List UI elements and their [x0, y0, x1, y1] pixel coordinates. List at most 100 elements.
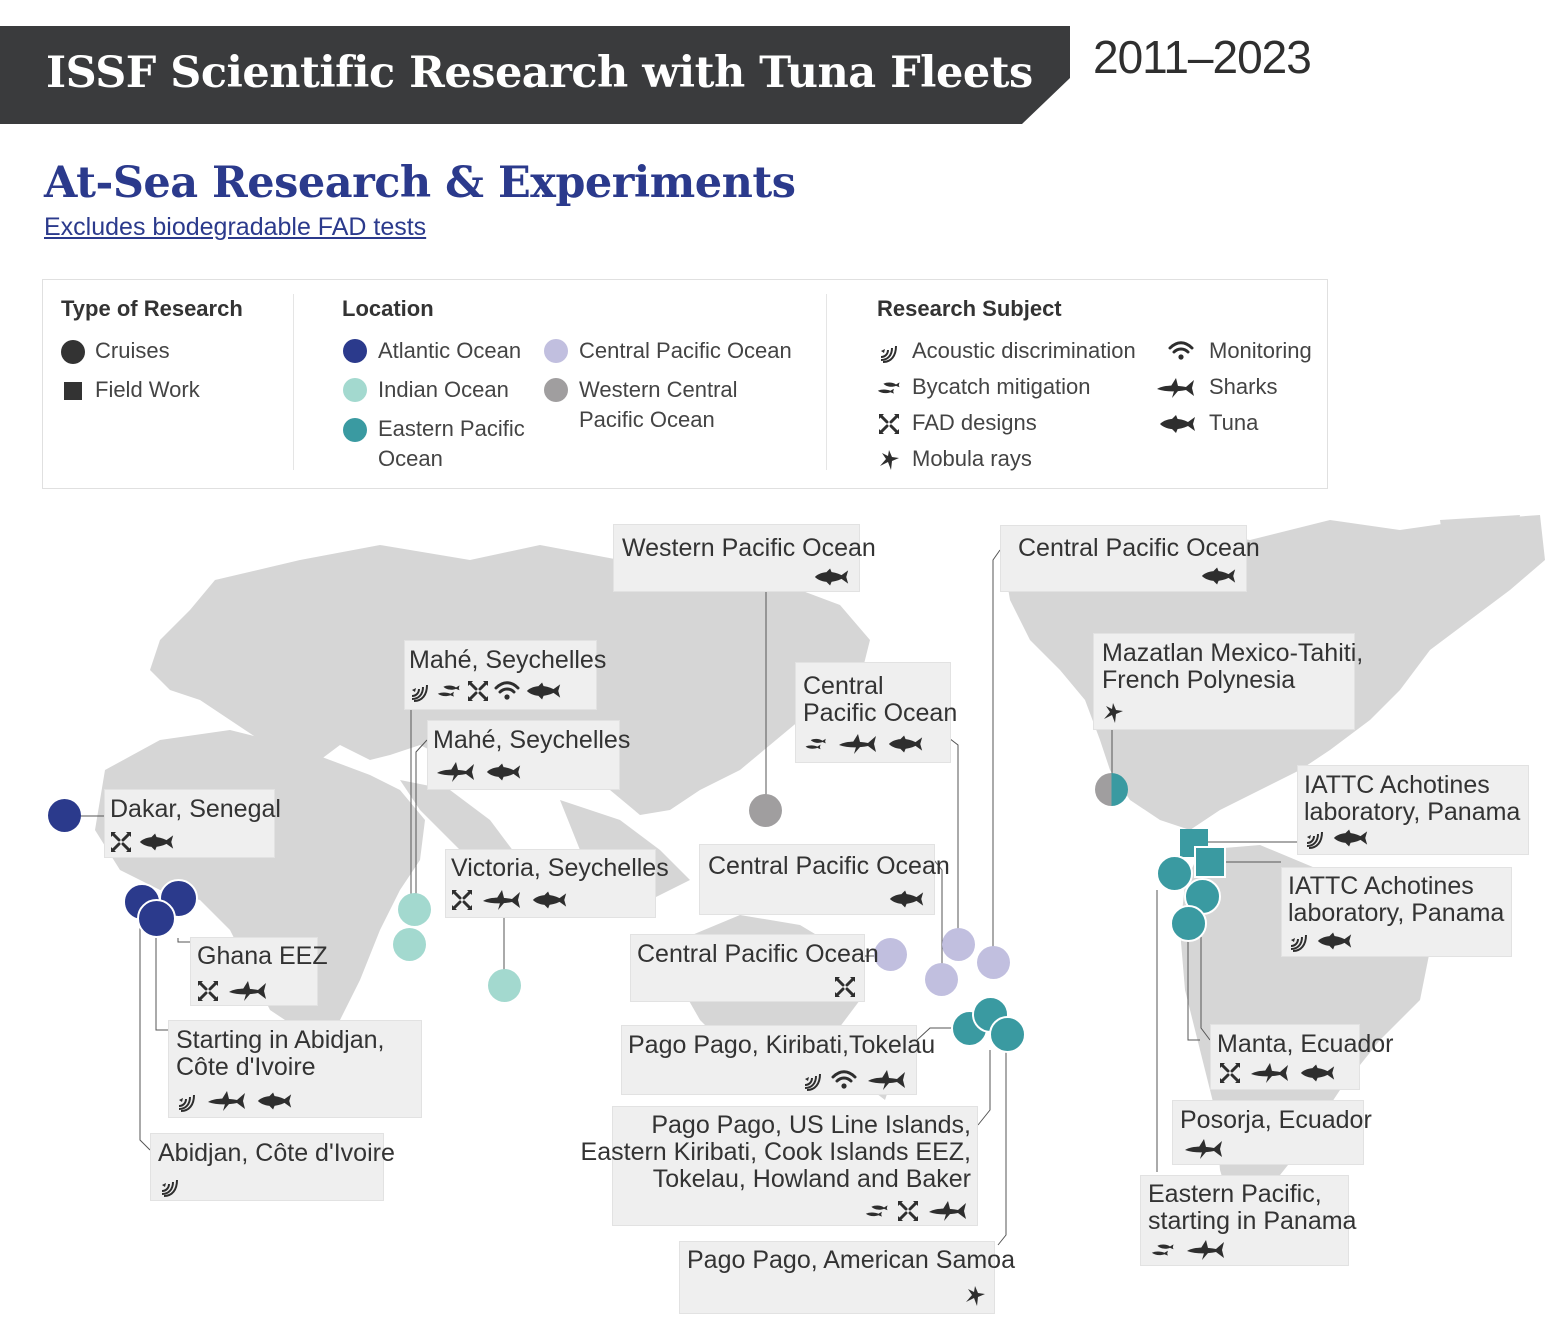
callout-icons	[1149, 1238, 1229, 1262]
tuna-icon	[256, 1090, 294, 1112]
callout-title: Western Pacific Ocean	[622, 534, 876, 562]
marker-mahe-1[interactable]	[398, 893, 431, 926]
shark-icon	[1183, 1239, 1229, 1261]
callout-mahe-2[interactable]: Mahé, Seychelles	[427, 720, 630, 790]
callout-ghana[interactable]: Ghana EEZ	[190, 937, 328, 1006]
callout-icons	[176, 1089, 294, 1113]
callout-icons	[1200, 564, 1238, 588]
shark-icon	[204, 1090, 250, 1112]
monitoring-icon	[830, 1069, 858, 1091]
callout-iattc-2[interactable]: IATTC Achotines laboratory, Panama	[1281, 867, 1512, 957]
callout-victoria[interactable]: Victoria, Seychelles	[445, 849, 669, 918]
callout-abidjan-start[interactable]: Starting in Abidjan, Côte d'Ivoire	[168, 1020, 422, 1118]
callout-title: Abidjan, Côte d'Ivoire	[158, 1139, 395, 1167]
callout-iattc-1[interactable]: IATTC Achotines laboratory, Panama	[1297, 765, 1529, 855]
callout-pago-kiribati[interactable]: Pago Pago, Kiribati,Tokelau	[621, 1025, 935, 1095]
section-note-link[interactable]: Excludes biodegradable FAD tests	[44, 213, 427, 241]
callout-icons	[813, 565, 851, 589]
field-work-symbol	[64, 382, 82, 400]
callout-title: Victoria, Seychelles	[451, 854, 669, 882]
callout-western-pacific[interactable]: Western Pacific Ocean	[613, 524, 876, 592]
legend-divider	[293, 294, 294, 470]
callout-title: Posorja, Ecuador	[1180, 1106, 1372, 1134]
callout-pago-line-islands[interactable]: Pago Pago, US Line Islands, Eastern Kiri…	[581, 1106, 978, 1226]
callout-icons	[451, 888, 569, 912]
marker-central-pacific-4[interactable]	[874, 938, 907, 971]
acoustic-icon	[1304, 827, 1326, 849]
fad-icon	[834, 976, 856, 998]
fad-icon	[451, 889, 473, 911]
callout-abidjan[interactable]: Abidjan, Côte d'Ivoire	[150, 1133, 395, 1201]
bycatch-icon	[803, 733, 829, 755]
callout-pago-samoa[interactable]: Pago Pago, American Samoa	[679, 1241, 1015, 1314]
callout-title: Dakar, Senegal	[110, 795, 281, 823]
legend-swatch-eastern-pacific	[343, 418, 367, 442]
callout-title: Central Pacific Ocean	[637, 940, 879, 968]
marker-central-pacific-3[interactable]	[925, 963, 958, 996]
callout-title: Mahé, Seychelles	[433, 726, 631, 754]
marker-mazatlan[interactable]	[1095, 773, 1128, 806]
callout-posorja[interactable]: Posorja, Ecuador	[1172, 1100, 1372, 1165]
banner-shape	[0, 26, 1070, 124]
marker-eastern-pacific-2[interactable]	[1184, 878, 1221, 915]
legend-divider	[826, 294, 827, 470]
callout-central-pacific-3[interactable]: Central Pacific Ocean	[699, 844, 950, 915]
callout-central-pacific-mid[interactable]: Central Pacific Ocean	[795, 662, 957, 763]
callout-eastern-pacific[interactable]: Eastern Pacific, starting in Panama	[1140, 1175, 1356, 1266]
marker-ghana-3[interactable]	[137, 899, 176, 938]
callout-central-pacific-4[interactable]: Central Pacific Ocean	[630, 934, 879, 1002]
marker-eastern-pacific-3[interactable]	[1170, 905, 1207, 942]
ray-icon	[1102, 702, 1124, 724]
legend-location-atlantic: Atlantic Ocean	[378, 338, 522, 363]
callout-title: Manta, Ecuador	[1217, 1030, 1394, 1058]
marker-pago-3[interactable]	[989, 1016, 1026, 1053]
marker-central-pacific-2[interactable]	[977, 946, 1010, 979]
tuna-icon	[887, 733, 925, 755]
acoustic-icon	[802, 1069, 824, 1091]
marker-iattc-2[interactable]	[1194, 846, 1226, 878]
callout-icons	[802, 1068, 910, 1092]
callout-title: Eastern Pacific, starting in Panama	[1148, 1180, 1357, 1235]
tuna-icon	[1316, 930, 1354, 952]
acoustic-icon	[159, 1175, 181, 1197]
legend-type-heading: Type of Research	[61, 296, 243, 321]
bycatch-icon	[863, 1200, 891, 1222]
bycatch-icon	[1149, 1239, 1177, 1261]
callout-icons	[1219, 1061, 1337, 1085]
callout-icons	[888, 887, 926, 911]
callout-dakar[interactable]: Dakar, Senegal	[104, 789, 281, 858]
shark-icon	[925, 1200, 971, 1222]
shark-icon	[835, 733, 881, 755]
marker-victoria[interactable]	[488, 969, 521, 1002]
callout-mazatlan[interactable]: Mazatlan Mexico-Tahiti, French Polynesia	[1093, 633, 1363, 730]
fad-icon	[467, 680, 489, 702]
callout-title: Central Pacific Ocean	[1018, 534, 1260, 562]
legend-location-eastern-pacific: Eastern Pacific Ocean	[378, 416, 525, 471]
callout-icons	[197, 979, 271, 1003]
callout-title: Starting in Abidjan, Côte d'Ivoire	[176, 1026, 385, 1081]
callout-title: Central Pacific Ocean	[708, 852, 950, 880]
uk-islands	[175, 630, 200, 670]
legend-subject-tuna: Tuna	[1209, 410, 1259, 435]
legend-subject-fad: FAD designs	[912, 410, 1037, 435]
legend-subject-monitoring: Monitoring	[1209, 338, 1312, 363]
callout-manta[interactable]: Manta, Ecuador	[1210, 1024, 1394, 1090]
shark-icon	[479, 889, 525, 911]
marker-eastern-pacific-1[interactable]	[1156, 855, 1193, 892]
marker-mahe-2[interactable]	[393, 928, 426, 961]
callout-title: IATTC Achotines laboratory, Panama	[1304, 771, 1521, 826]
acoustic-icon	[176, 1090, 198, 1112]
marker-western-pacific[interactable]	[749, 794, 782, 827]
tuna-icon	[531, 889, 569, 911]
legend-location-western-central-pacific: Western Central Pacific Ocean	[579, 377, 738, 432]
legend-subject-bycatch: Bycatch mitigation	[912, 374, 1091, 399]
marker-dakar[interactable]	[48, 799, 81, 832]
legend-swatch-western-central-pacific	[544, 378, 568, 402]
callout-mahe-1[interactable]: Mahé, Seychelles	[404, 640, 606, 710]
callout-central-pacific-top[interactable]: Central Pacific Ocean	[1000, 525, 1260, 592]
marker-central-pacific-1[interactable]	[942, 928, 975, 961]
legend-subject-sharks: Sharks	[1209, 374, 1278, 399]
callout-icons	[1102, 701, 1124, 725]
tuna-icon	[525, 680, 563, 702]
callout-title: Pago Pago, American Samoa	[687, 1246, 1015, 1274]
